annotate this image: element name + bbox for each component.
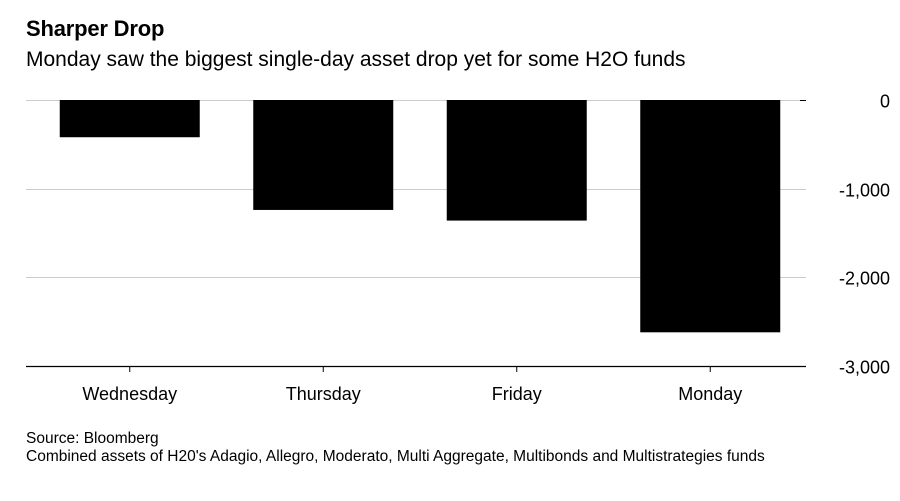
x-tick-label: Friday bbox=[492, 384, 542, 404]
footnote: Combined assets of H20's Adagio, Allegro… bbox=[26, 448, 765, 465]
bar bbox=[253, 100, 394, 210]
chart-subtitle: Monday saw the biggest single-day asset … bbox=[26, 48, 686, 71]
y-tick-label: 0 bbox=[880, 92, 890, 112]
source-note: Source: Bloomberg bbox=[26, 430, 159, 447]
y-tick-label: -3,000 bbox=[839, 358, 890, 378]
x-tick-label: Thursday bbox=[286, 384, 361, 404]
chart-title: Sharper Drop bbox=[26, 16, 165, 41]
x-tick-label: Monday bbox=[678, 384, 742, 404]
y-tick-label: -2,000 bbox=[839, 269, 890, 289]
x-tick-label: Wednesday bbox=[82, 384, 177, 404]
bar-chart: 0 -1,000 -2,000 -3,000 Wednesday Thursday Frid… bbox=[26, 92, 890, 404]
y-tick-label: -1,000 bbox=[839, 181, 890, 201]
bar bbox=[640, 100, 781, 333]
bar bbox=[59, 100, 200, 138]
chart-footer: Source: Bloomberg Combined assets of H20… bbox=[26, 430, 886, 466]
bar bbox=[446, 100, 587, 221]
